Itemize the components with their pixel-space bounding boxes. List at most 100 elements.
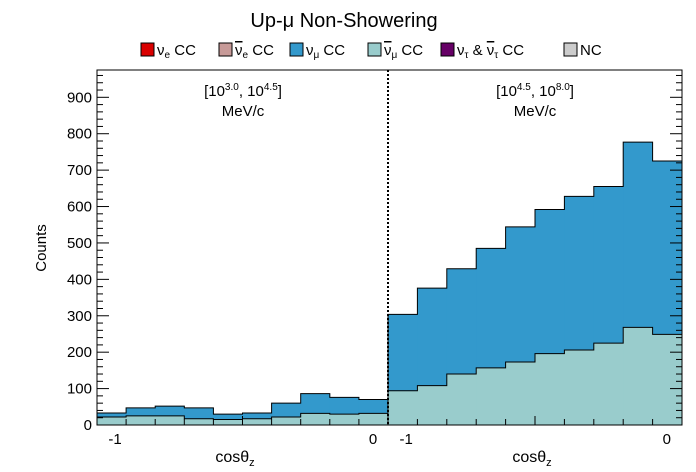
legend: νe CC νe CC νμ CC νμ CC ντ & ντ CC NC (140, 42, 602, 61)
legend-label-numubar_cc: νμ CC (384, 42, 423, 61)
legend-subscript: μ (392, 50, 398, 61)
total-outline (96, 393, 389, 425)
x-axis-label-left: cosθz (215, 449, 254, 469)
legend-item-nue_cc: νe CC (140, 42, 196, 61)
region-unit-label: MeV/c (514, 103, 557, 120)
numubar-cc-bar (564, 349, 595, 425)
legend-subscript: τ (465, 50, 469, 61)
plot-frame (96, 69, 683, 426)
numubar-cc-bar (213, 419, 243, 425)
legend-symbol: ν (157, 42, 165, 59)
legend-label-nc: NC (580, 42, 602, 59)
numubar-cc-bar (446, 374, 477, 425)
numu-cc-bar (271, 403, 302, 417)
numu-cc-bar (213, 414, 243, 420)
legend-symbol: ν (487, 42, 495, 59)
legend-symbol: NC (580, 42, 602, 59)
chart-title: Up-μ Non-Showering (250, 10, 437, 32)
region-range-part: , 10 (239, 83, 264, 100)
numubar-cc-bar (535, 353, 565, 425)
y-axis-label: Counts (33, 224, 50, 272)
numubar-cc-bar (126, 415, 156, 425)
region-range-part: [10 (496, 83, 517, 100)
axes: 0 100 200 300 400 500 600 700 800 900 -1 0 -1 0 (67, 69, 683, 448)
region-range-part: , 10 (531, 83, 556, 100)
legend-suffix: CC (498, 42, 524, 59)
legend-subscript: e (165, 50, 171, 61)
legend-item-numubar_cc: νμ CC (367, 42, 423, 61)
numu-cc-bar (623, 142, 653, 328)
x-tick-label: -1 (399, 431, 412, 448)
numu-cc-bar (97, 412, 127, 417)
numubar-outline (387, 326, 683, 425)
numubar-cc-bar (300, 413, 331, 425)
numubar-cc-bar (388, 390, 418, 425)
legend-item-nutau_cc: ντ & ντ CC (440, 42, 524, 61)
region-range-part: 4.5 (264, 82, 278, 93)
legend-label-nutau_cc: ντ & ντ CC (457, 42, 524, 61)
y-tick-label: 600 (67, 199, 92, 216)
legend-item-nc: NC (563, 42, 602, 59)
region-labels: [103.0, 104.5] MeV/c [104.5, 108.0] MeV/c (204, 82, 574, 120)
numubar-cc-bar (417, 385, 448, 425)
x-axis-label-right-main: cosθ (512, 449, 546, 466)
region-unit-label: MeV/c (222, 103, 265, 120)
numu-cc-bar (505, 226, 536, 363)
legend-swatch-numubar_cc (367, 42, 382, 57)
legend-subscript: τ (494, 50, 498, 61)
x-axis-label-right: cosθz (512, 449, 551, 469)
numubar-cc-bar (155, 415, 185, 425)
x-tick-label: 0 (369, 431, 377, 448)
y-tick-label: 800 (67, 126, 92, 143)
region-range-label: [103.0, 104.5] (204, 82, 282, 100)
region-range-part: 4.5 (517, 82, 531, 93)
numubar-cc-bar (358, 413, 389, 425)
x-axis-label-right-sub: z (546, 457, 552, 469)
region-range-label: [104.5, 108.0] (496, 82, 574, 100)
legend-suffix: CC (170, 42, 196, 59)
legend-suffix: CC (397, 42, 423, 59)
legend-symbol: ν (457, 42, 465, 59)
legend-subscript: e (243, 50, 249, 61)
numu-cc-bar (300, 393, 331, 414)
y-tick-label: 300 (67, 308, 92, 325)
y-tick-label: 900 (67, 89, 92, 106)
numu-cc-bar (242, 412, 272, 419)
legend-swatch-nc (563, 42, 578, 57)
numu-cc-bar (535, 209, 565, 354)
numubar-cc-bar (476, 367, 506, 425)
legend-swatch-numu_cc (289, 42, 304, 57)
numu-cc-bar (358, 399, 389, 414)
numu-cc-bar (184, 407, 214, 419)
numubar-cc-bar (271, 416, 302, 425)
numu-cc-bar (564, 196, 595, 350)
x-axis-label-left-sub: z (249, 457, 255, 469)
y-tick-label: 400 (67, 271, 92, 288)
legend-swatch-nue_cc (140, 42, 155, 57)
y-tick-label: 100 (67, 381, 92, 398)
legend-symbol: ν (235, 42, 243, 59)
numu-cc-bar (126, 407, 156, 416)
numubar-cc-bar (505, 362, 536, 425)
y-tick-label: 700 (67, 162, 92, 179)
numu-cc-bar (388, 314, 418, 391)
legend-item-nuebar_cc: νe CC (218, 42, 274, 61)
numu-cc-bar (446, 268, 477, 375)
legend-suffix: CC (248, 42, 274, 59)
x-axis-label-left-main: cosθ (215, 449, 249, 466)
legend-label-nue_cc: νe CC (157, 42, 196, 61)
numubar-cc-bar (623, 327, 653, 425)
total-outline (387, 141, 683, 425)
legend-label-nuebar_cc: νe CC (235, 42, 274, 61)
numubar-cc-bar (593, 343, 624, 425)
legend-symbol: ν (306, 42, 314, 59)
region-range-part: [10 (204, 83, 225, 100)
numu-cc-bar (476, 248, 506, 368)
legend-suffix: CC (319, 42, 345, 59)
numubar-cc-bar (329, 414, 360, 425)
numubar-cc-bar (242, 418, 272, 425)
numu-cc-bar (417, 288, 448, 386)
y-tick-label: 500 (67, 235, 92, 252)
x-tick-label: -1 (108, 431, 121, 448)
